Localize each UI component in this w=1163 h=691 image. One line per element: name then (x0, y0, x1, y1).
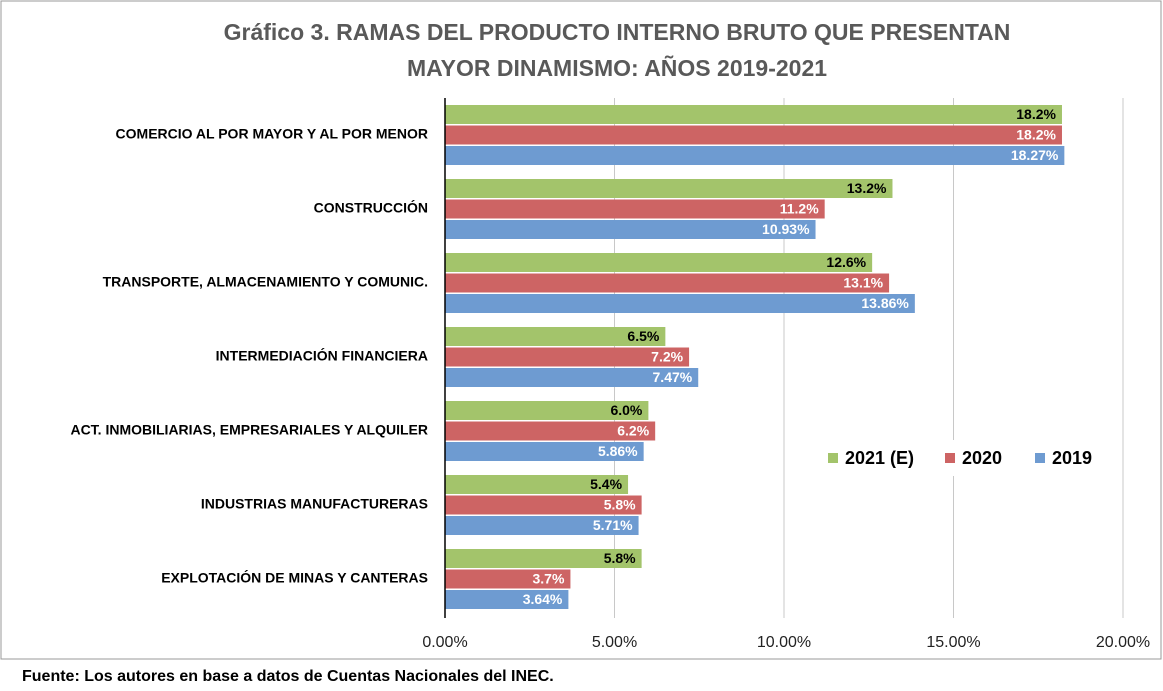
x-tick-label: 0.00% (422, 634, 467, 651)
value-label: 11.2% (780, 201, 819, 217)
bar (445, 273, 890, 293)
value-label: 13.86% (861, 295, 909, 311)
bar (445, 549, 642, 568)
bar (445, 495, 642, 515)
legend-label: 2020 (962, 448, 1002, 468)
value-label: 3.7% (533, 571, 565, 587)
bar (445, 105, 1062, 124)
bar (445, 199, 825, 219)
value-label: 18.2% (1016, 127, 1056, 143)
bar (445, 442, 644, 461)
bar (445, 368, 699, 387)
value-label: 10.93% (762, 221, 810, 237)
value-label: 6.2% (617, 423, 649, 439)
legend-swatch (945, 453, 955, 463)
category-label: COMERCIO AL POR MAYOR Y AL POR MENOR (116, 126, 428, 142)
x-tick-label: 15.00% (926, 634, 980, 651)
bar (445, 475, 629, 494)
bar (445, 294, 915, 313)
value-label: 5.86% (598, 443, 638, 459)
bar (445, 179, 893, 198)
chart-title: Gráfico 3. RAMAS DEL PRODUCTO INTERNO BR… (224, 19, 1011, 45)
bar (445, 125, 1062, 145)
category-label: EXPLOTACIÓN DE MINAS Y CANTERAS (161, 569, 428, 586)
value-label: 3.64% (523, 591, 563, 607)
value-label: 5.4% (590, 476, 622, 492)
value-label: 6.5% (627, 328, 659, 344)
source-note: Fuente: Los autores en base a datos de C… (22, 668, 554, 685)
bar (445, 327, 666, 346)
value-label: 6.0% (610, 402, 642, 418)
legend-label: 2021 (E) (845, 448, 914, 468)
value-label: 5.71% (593, 517, 633, 533)
bar (445, 220, 816, 239)
bar (445, 347, 690, 367)
bar (445, 421, 656, 441)
x-tick-label: 10.00% (757, 634, 811, 651)
value-label: 13.1% (843, 275, 883, 291)
legend-swatch (828, 453, 838, 463)
legend-swatch (1035, 453, 1045, 463)
bar (445, 516, 639, 535)
value-label: 7.2% (651, 349, 683, 365)
value-label: 18.2% (1016, 106, 1056, 122)
legend-label: 2019 (1052, 448, 1092, 468)
chart-title: MAYOR DINAMISMO: AÑOS 2019-2021 (407, 54, 827, 81)
bar (445, 146, 1065, 165)
bar (445, 401, 649, 420)
value-label: 13.2% (847, 180, 887, 196)
x-tick-label: 20.00% (1096, 634, 1150, 651)
category-label: ACT. INMOBILIARIAS, EMPRESARIALES Y ALQU… (70, 422, 428, 438)
value-label: 12.6% (826, 254, 866, 270)
x-tick-label: 5.00% (592, 634, 637, 651)
value-label: 7.47% (653, 369, 693, 385)
category-label: INTERMEDIACIÓN FINANCIERA (216, 347, 428, 364)
value-label: 5.8% (604, 497, 636, 513)
bar (445, 253, 873, 272)
value-label: 18.27% (1011, 147, 1059, 163)
category-label: CONSTRUCCIÓN (314, 199, 428, 216)
value-label: 5.8% (604, 550, 636, 566)
category-label: TRANSPORTE, ALMACENAMIENTO Y COMUNIC. (103, 274, 428, 290)
legend-box (806, 440, 1112, 476)
category-label: INDUSTRIAS MANUFACTURERAS (201, 496, 428, 512)
bar (445, 590, 569, 609)
bar (445, 569, 571, 589)
